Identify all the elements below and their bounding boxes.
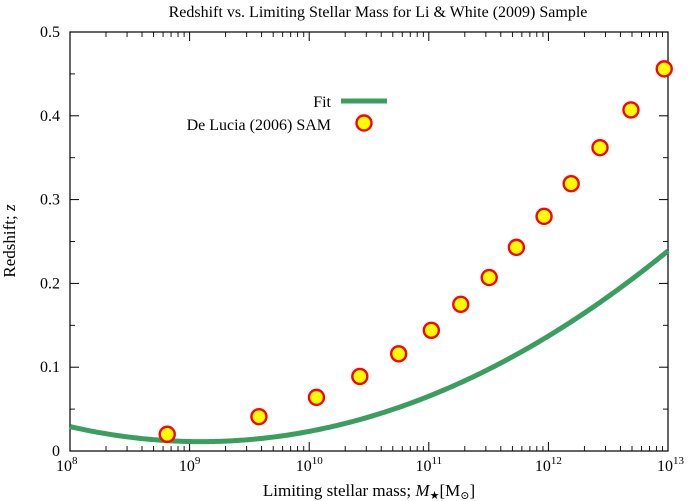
x-tick-label-base: 10 [416, 458, 432, 475]
axis-ticks [69, 31, 669, 452]
data-point [622, 101, 640, 119]
x-tick-label-base: 10 [535, 458, 551, 475]
y-tick-label: 0.1 [40, 359, 60, 376]
y-tick-label: 0 [52, 443, 60, 460]
x-tick-label-exponent: 13 [673, 455, 685, 467]
plot-border [69, 31, 669, 452]
y-tick-label: 0.3 [40, 192, 60, 209]
x-tick-label-exponent: 8 [72, 455, 78, 467]
data-point [535, 207, 553, 226]
y-axis-label: Redshift; z [0, 204, 19, 278]
data-point [351, 367, 369, 386]
data-point [591, 138, 609, 157]
x-tick-label-exponent: 10 [312, 455, 324, 467]
legend-fit-label: Fit [313, 94, 331, 111]
x-tick-label-base: 10 [296, 458, 312, 475]
data-point [480, 268, 498, 287]
x-axis-label-unit-open: [M [439, 481, 460, 500]
y-axis-label-symbol: z [0, 204, 19, 212]
data-point [507, 238, 526, 257]
data-point [250, 407, 268, 426]
y-tick-label: 0.5 [40, 24, 60, 41]
x-axis-label-unit-sub: ⊙ [460, 490, 469, 501]
x-tick-label-base: 10 [56, 458, 72, 475]
data-point [562, 174, 580, 193]
data-point [307, 388, 326, 407]
x-tick-label: 109 [179, 455, 201, 475]
data-point [655, 60, 673, 78]
data-point [452, 295, 470, 314]
data-point [389, 345, 408, 363]
y-tick-label: 0.4 [40, 108, 60, 125]
x-tick-label-exponent: 11 [432, 455, 443, 467]
legend: Fit De Lucia (2006) SAM [187, 94, 387, 134]
x-tick-label: 1011 [416, 455, 443, 475]
series-layer [69, 60, 673, 445]
data-point [158, 425, 176, 443]
x-axis-label: Limiting stellar mass; M★[M⊙] [263, 481, 475, 501]
x-axis-label-symbol: M [414, 481, 430, 500]
x-tick-label-base: 10 [657, 458, 673, 475]
x-tick-label-exponent: 12 [551, 455, 562, 467]
legend-sam-label: De Lucia (2006) SAM [187, 117, 331, 134]
data-point [422, 321, 441, 340]
chart-title: Redshift vs. Limiting Stellar Mass for L… [169, 4, 588, 21]
x-axis-label-sub: ★ [430, 490, 440, 501]
x-tick-label-base: 10 [179, 458, 195, 475]
x-axis-label-unit-close: ] [469, 481, 475, 500]
legend-sam-marker [355, 114, 373, 132]
plot-frame [69, 31, 669, 452]
x-axis-label-text: Limiting stellar mass; [263, 481, 416, 500]
fit-line [69, 248, 670, 445]
x-tick-label: 1013 [657, 455, 685, 475]
y-tick-label: 0.2 [40, 275, 60, 292]
y-axis-label-text: Redshift; [0, 211, 19, 278]
x-tick-label: 108 [56, 455, 78, 475]
x-tick-label-exponent: 9 [195, 455, 201, 467]
x-tick-label: 1012 [535, 455, 562, 475]
x-tick-label: 1010 [296, 455, 324, 475]
